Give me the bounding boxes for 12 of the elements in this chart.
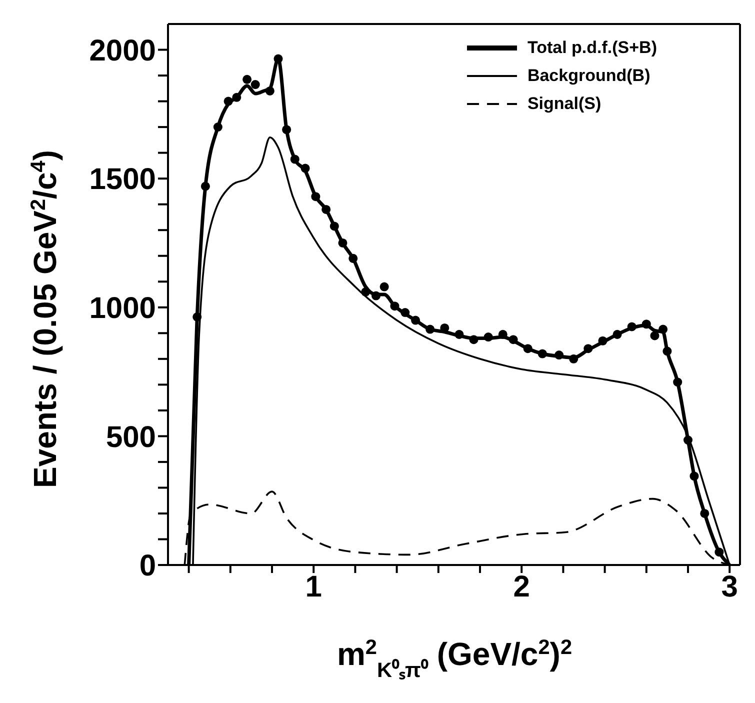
x-tick-label: 2 [513,570,530,604]
legend-label: Background(B) [527,66,650,86]
y-tick-label: 1000 [89,292,156,326]
x-tick-label: 1 [305,570,322,604]
y-tick-label: 500 [106,420,156,454]
legend-label: Total p.d.f.(S+B) [527,38,657,58]
legend-label: Signal(S) [527,94,602,114]
y-tick-label: 0 [139,550,156,583]
y-tick-label: 2000 [89,34,156,68]
y-tick-label: 1500 [89,163,156,196]
x-tick-label: 3 [721,570,738,604]
x-axis-title: m$^{2}$$_{K⁰ₛπ⁰}$ (GeV/c$^{2}$)$^{2}$ [336,636,572,682]
